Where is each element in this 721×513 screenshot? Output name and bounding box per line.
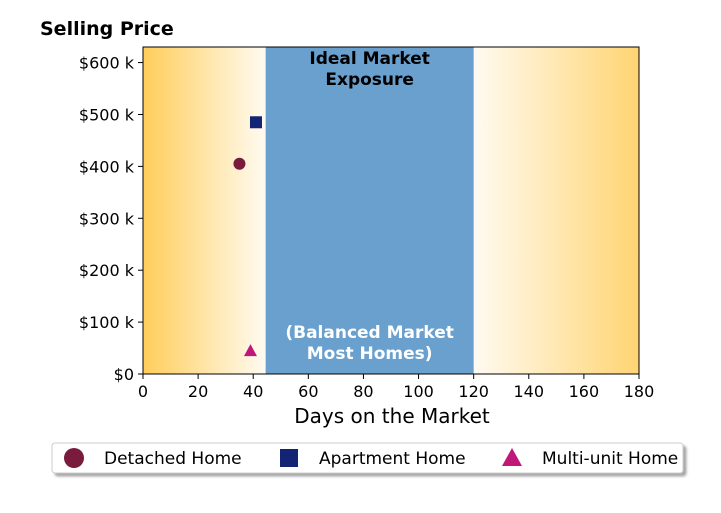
x-tick-label: 60: [298, 382, 318, 401]
x-tick-label: 160: [569, 382, 600, 401]
x-tick-label: 0: [138, 382, 148, 401]
x-tick-label: 100: [403, 382, 434, 401]
legend-label-multi-unit-home: Multi-unit Home: [542, 449, 678, 469]
band-label-bottom-line1: (Balanced Market: [285, 323, 454, 343]
band-label-top-line2: Exposure: [325, 70, 414, 90]
y-tick-label: $0: [114, 365, 134, 384]
y-tick-label: $400 k: [79, 157, 135, 176]
x-tick-label: 20: [188, 382, 208, 401]
x-tick-label: 120: [458, 382, 489, 401]
plot-frame: [142, 46, 640, 375]
legend-label-detached-home: Detached Home: [104, 449, 242, 469]
x-tick-label: 40: [243, 382, 263, 401]
axes: 0 20 40 60 80 100 120 140 160 180 $0 $100 k $200 k $3…: [79, 46, 655, 401]
y-tick-label: $200 k: [79, 261, 135, 280]
band-label-top-line1: Ideal Market: [309, 49, 430, 69]
chart-title: Selling Price: [40, 18, 174, 40]
multi-unit-home-point: [243, 344, 257, 357]
legend-marker-multi-unit-home: [502, 448, 522, 466]
x-tick-label: 180: [624, 382, 655, 401]
x-tick-label: 80: [353, 382, 373, 401]
legend: Detached Home Apartment Home Multi-unit Ho…: [51, 442, 684, 474]
x-axis-label: Days on the Market: [294, 404, 490, 428]
gradient-left: [143, 47, 266, 374]
y-tick-label: $300 k: [79, 209, 135, 228]
y-tick-label: $500 k: [79, 105, 135, 124]
y-tick-label: $100 k: [79, 313, 135, 332]
legend-box: [51, 442, 684, 474]
ideal-exposure-band: [265, 47, 474, 374]
legend-marker-apartment-home: [280, 449, 298, 467]
x-tick-label: 140: [514, 382, 545, 401]
gradient-right: [473, 47, 639, 374]
apartment-home-point: [249, 116, 262, 129]
y-tick-label: $600 k: [79, 54, 135, 73]
band-label-bottom-line2: Most Homes): [307, 344, 433, 364]
legend-label-apartment-home: Apartment Home: [319, 449, 466, 469]
detached-home-point: [233, 157, 246, 170]
legend-marker-detached-home: [64, 448, 84, 468]
